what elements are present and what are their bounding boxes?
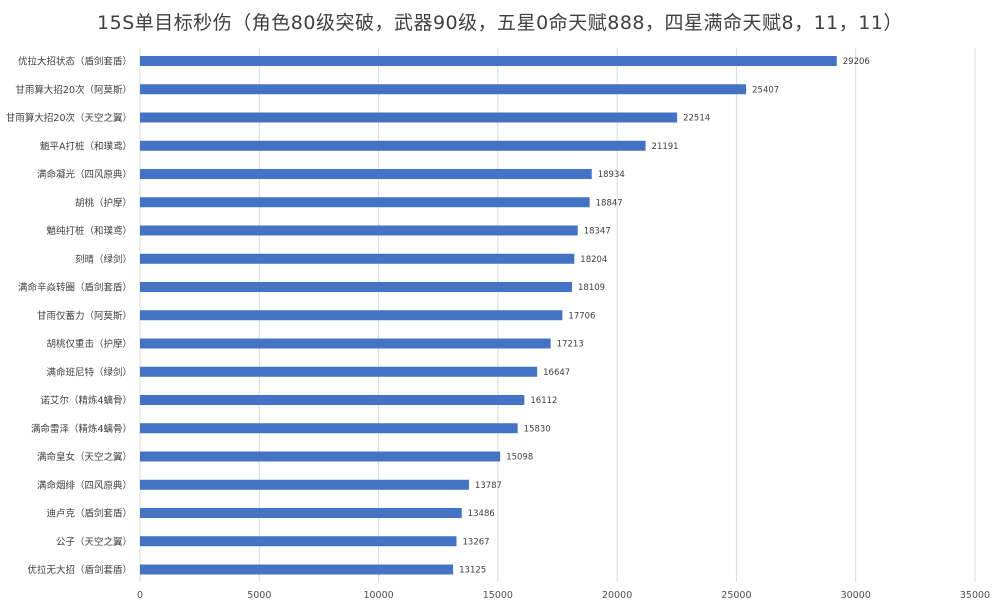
data-label: 29206	[843, 57, 870, 67]
bar	[140, 56, 837, 66]
bar	[140, 225, 578, 236]
category-label: 胡桃仅重击（护摩）	[46, 338, 132, 350]
bar	[140, 508, 462, 518]
data-label: 16647	[543, 368, 570, 378]
x-tick-label: 5000	[247, 590, 271, 601]
category-label: 公子（天空之翼）	[56, 536, 132, 548]
data-label: 13125	[459, 566, 486, 576]
bar	[140, 423, 518, 434]
category-label: 优拉无大招（盾剑套盾）	[27, 564, 132, 576]
bar	[140, 395, 525, 405]
bar	[140, 84, 747, 95]
category-label: 刻晴（绿剑）	[75, 253, 132, 265]
x-tick-label: 30000	[841, 590, 871, 601]
category-label: 甘雨算大招20次（天空之翼）	[6, 112, 132, 124]
x-tick-label: 20000	[602, 590, 632, 601]
bar	[140, 451, 501, 462]
data-label: 13267	[463, 537, 490, 547]
bar	[140, 366, 538, 377]
chart-title: 15S单目标秒伤（角色80级突破，武器90级，五星0命天赋888，四星满命天赋8…	[97, 12, 903, 34]
category-label: 魈平A打桩（和璞鸢）	[40, 140, 132, 152]
category-label: 甘雨仅蓄力（阿莫斯）	[37, 310, 132, 322]
data-label: 15830	[524, 424, 551, 434]
data-label: 21191	[652, 142, 679, 152]
x-tick-label: 10000	[363, 590, 393, 601]
category-label: 迪卢克（盾剑套盾）	[46, 508, 132, 520]
category-label: 魈纯打桩（和璞鸢）	[46, 225, 132, 237]
bar	[140, 479, 469, 490]
category-label: 优拉大招状态（盾剑套盾）	[18, 56, 132, 68]
bar	[140, 112, 678, 123]
data-label: 18109	[578, 283, 605, 293]
category-label: 甘雨算大招20次（阿莫斯）	[15, 84, 132, 96]
bar	[140, 282, 573, 292]
data-label: 15098	[506, 453, 533, 463]
category-label: 满命凝光（四风原典）	[37, 169, 132, 181]
bars	[140, 56, 837, 575]
category-label: 诺艾尔（精炼4螭骨）	[40, 395, 132, 407]
bar	[140, 536, 457, 547]
category-label: 胡桃（护摩）	[75, 197, 132, 209]
x-tick-label: 35000	[960, 590, 990, 601]
data-label: 22514	[683, 114, 710, 124]
data-label: 13787	[475, 481, 502, 491]
data-label: 16112	[530, 396, 557, 406]
bar	[140, 197, 590, 208]
bar	[140, 140, 646, 151]
bar	[140, 253, 575, 264]
bar	[140, 310, 563, 321]
data-label: 17706	[568, 311, 595, 321]
x-tick-label: 0	[137, 590, 143, 601]
data-label: 18847	[596, 198, 623, 208]
data-label: 17213	[557, 340, 584, 350]
data-label: 25407	[752, 85, 779, 95]
data-label: 18204	[580, 255, 607, 265]
category-label: 满命班尼特（绿剑）	[46, 366, 132, 378]
bar	[140, 338, 551, 349]
category-label: 满命烟绯（四风原典）	[37, 479, 132, 491]
data-label: 13486	[468, 509, 495, 519]
bar	[140, 564, 454, 575]
labels: 0 5000 10000 15000 20000 25000 30000 35000 优拉大招状…	[6, 56, 990, 602]
category-label: 满命辛焱转圈（盾剑套盾）	[18, 282, 132, 294]
x-tick-label: 15000	[483, 590, 513, 601]
category-label: 满命皇女（天空之翼）	[37, 451, 132, 463]
data-label: 18934	[598, 170, 625, 180]
category-label: 满命雷泽（精炼4螭骨）	[31, 423, 132, 435]
bar	[140, 169, 592, 179]
data-label: 18347	[584, 227, 611, 237]
x-tick-label: 25000	[721, 590, 751, 601]
